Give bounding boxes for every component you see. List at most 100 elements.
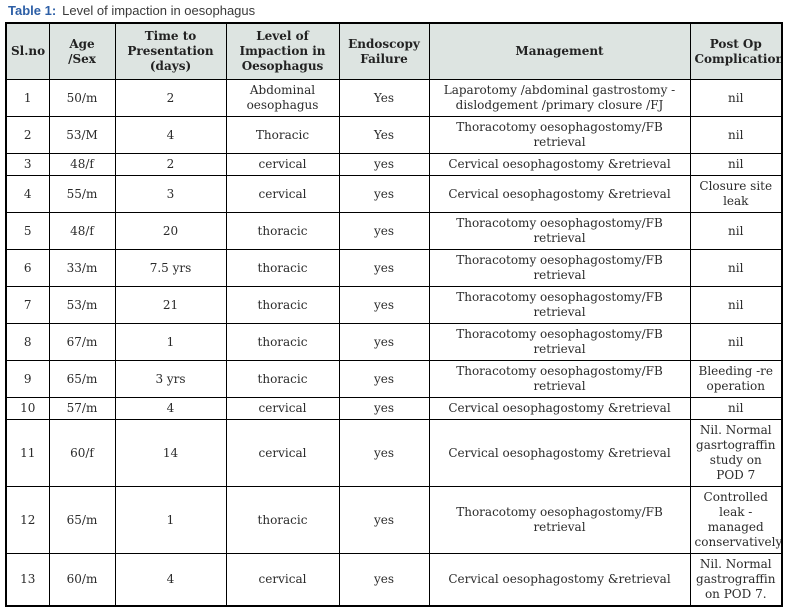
cell-time: 4 <box>114 116 227 154</box>
header-level-of-impaction: Level of Impaction in Oesophagus <box>225 22 340 80</box>
cell-time: 2 <box>114 79 227 117</box>
cell-endoscopy: yes <box>338 212 430 250</box>
cell-sl-no: 13 <box>5 553 50 607</box>
cell-level: cervical <box>225 419 340 487</box>
cell-age-sex: 65/m <box>48 486 116 554</box>
table-row: 13 60/m 4 cervical yes Cervical oesophag… <box>5 553 783 607</box>
cell-endoscopy: yes <box>338 553 430 607</box>
cell-management: Thoracotomy oesophagostomy/FB retrieval <box>428 486 691 554</box>
table-row: 6 33/m 7.5 yrs thoracic yes Thoracotomy … <box>5 249 783 287</box>
cell-age-sex: 53/M <box>48 116 116 154</box>
table-body: 1 50/m 2 Abdominal oesophagus Yes Laparo… <box>5 79 783 607</box>
cell-age-sex: 53/m <box>48 286 116 324</box>
cell-level: Thoracic <box>225 116 340 154</box>
cell-sl-no: 5 <box>5 212 50 250</box>
cell-endoscopy: yes <box>338 249 430 287</box>
cell-level: thoracic <box>225 360 340 398</box>
cell-management: Thoracotomy oesophagostomy/FB retrieval <box>428 360 691 398</box>
cell-management: Cervical oesophagostomy &retrieval <box>428 175 691 213</box>
cell-time: 4 <box>114 397 227 420</box>
cell-management: Thoracotomy oesophagostomy/FB retrieval <box>428 116 691 154</box>
cell-management: Cervical oesophagostomy &retrieval <box>428 553 691 607</box>
table-row: 9 65/m 3 yrs thoracic yes Thoracotomy oe… <box>5 360 783 398</box>
cell-post-op: Nil. Normal gastrograffin on POD 7. <box>689 553 783 607</box>
header-row: Sl.no Age /Sex Time to Presentation (day… <box>5 22 783 80</box>
cell-level: cervical <box>225 175 340 213</box>
table-row: 11 60/f 14 cervical yes Cervical oesopha… <box>5 419 783 487</box>
cell-time: 3 yrs <box>114 360 227 398</box>
cell-age-sex: 33/m <box>48 249 116 287</box>
header-post-op-complication: Post Op Complication <box>689 22 783 80</box>
cell-endoscopy: yes <box>338 419 430 487</box>
cell-endoscopy: Yes <box>338 79 430 117</box>
cell-post-op: Nil. Normal gasrtograffin study on POD 7 <box>689 419 783 487</box>
cell-age-sex: 55/m <box>48 175 116 213</box>
table-row: 1 50/m 2 Abdominal oesophagus Yes Laparo… <box>5 79 783 117</box>
impaction-table: Sl.no Age /Sex Time to Presentation (day… <box>5 22 783 607</box>
cell-management: Cervical oesophagostomy &retrieval <box>428 397 691 420</box>
cell-endoscopy: Yes <box>338 116 430 154</box>
cell-sl-no: 7 <box>5 286 50 324</box>
cell-management: Laparotomy /abdominal gastrostomy -dislo… <box>428 79 691 117</box>
cell-level: thoracic <box>225 286 340 324</box>
table-row: 8 67/m 1 thoracic yes Thoracotomy oesoph… <box>5 323 783 361</box>
cell-level: cervical <box>225 397 340 420</box>
cell-post-op: nil <box>689 153 783 176</box>
cell-time: 21 <box>114 286 227 324</box>
cell-post-op: nil <box>689 212 783 250</box>
cell-endoscopy: yes <box>338 397 430 420</box>
cell-time: 1 <box>114 486 227 554</box>
cell-age-sex: 65/m <box>48 360 116 398</box>
table-header: Sl.no Age /Sex Time to Presentation (day… <box>5 22 783 80</box>
cell-management: Cervical oesophagostomy &retrieval <box>428 419 691 487</box>
cell-post-op: Bleeding -re operation <box>689 360 783 398</box>
cell-age-sex: 67/m <box>48 323 116 361</box>
cell-post-op: nil <box>689 116 783 154</box>
cell-age-sex: 48/f <box>48 153 116 176</box>
cell-time: 7.5 yrs <box>114 249 227 287</box>
cell-age-sex: 57/m <box>48 397 116 420</box>
cell-sl-no: 9 <box>5 360 50 398</box>
cell-post-op: Controlled leak -managed conservatively <box>689 486 783 554</box>
cell-level: thoracic <box>225 486 340 554</box>
table-row: 2 53/M 4 Thoracic Yes Thoracotomy oesoph… <box>5 116 783 154</box>
header-endoscopy-failure: Endoscopy Failure <box>338 22 430 80</box>
table-row: 7 53/m 21 thoracic yes Thoracotomy oesop… <box>5 286 783 324</box>
cell-sl-no: 12 <box>5 486 50 554</box>
cell-sl-no: 4 <box>5 175 50 213</box>
table-row: 3 48/f 2 cervical yes Cervical oesophago… <box>5 153 783 176</box>
cell-sl-no: 2 <box>5 116 50 154</box>
cell-age-sex: 60/f <box>48 419 116 487</box>
cell-age-sex: 50/m <box>48 79 116 117</box>
cell-level: thoracic <box>225 249 340 287</box>
cell-level: thoracic <box>225 212 340 250</box>
cell-sl-no: 6 <box>5 249 50 287</box>
table-caption-label: Table 1: <box>8 3 57 18</box>
cell-post-op: nil <box>689 323 783 361</box>
cell-level: cervical <box>225 553 340 607</box>
cell-sl-no: 1 <box>5 79 50 117</box>
cell-time: 20 <box>114 212 227 250</box>
cell-endoscopy: yes <box>338 323 430 361</box>
header-management: Management <box>428 22 691 80</box>
cell-level: Abdominal oesophagus <box>225 79 340 117</box>
header-time-to-presentation: Time to Presentation (days) <box>114 22 227 80</box>
cell-time: 14 <box>114 419 227 487</box>
cell-sl-no: 8 <box>5 323 50 361</box>
cell-time: 4 <box>114 553 227 607</box>
cell-sl-no: 3 <box>5 153 50 176</box>
table-row: 5 48/f 20 thoracic yes Thoracotomy oesop… <box>5 212 783 250</box>
cell-post-op: nil <box>689 79 783 117</box>
cell-time: 2 <box>114 153 227 176</box>
cell-sl-no: 10 <box>5 397 50 420</box>
cell-time: 3 <box>114 175 227 213</box>
table-row: 4 55/m 3 cervical yes Cervical oesophago… <box>5 175 783 213</box>
table-row: 12 65/m 1 thoracic yes Thoracotomy oesop… <box>5 486 783 554</box>
cell-level: thoracic <box>225 323 340 361</box>
cell-endoscopy: yes <box>338 286 430 324</box>
cell-post-op: nil <box>689 249 783 287</box>
cell-endoscopy: yes <box>338 153 430 176</box>
cell-sl-no: 11 <box>5 419 50 487</box>
cell-management: Cervical oesophagostomy &retrieval <box>428 153 691 176</box>
cell-management: Thoracotomy oesophagostomy/FB retrieval <box>428 323 691 361</box>
